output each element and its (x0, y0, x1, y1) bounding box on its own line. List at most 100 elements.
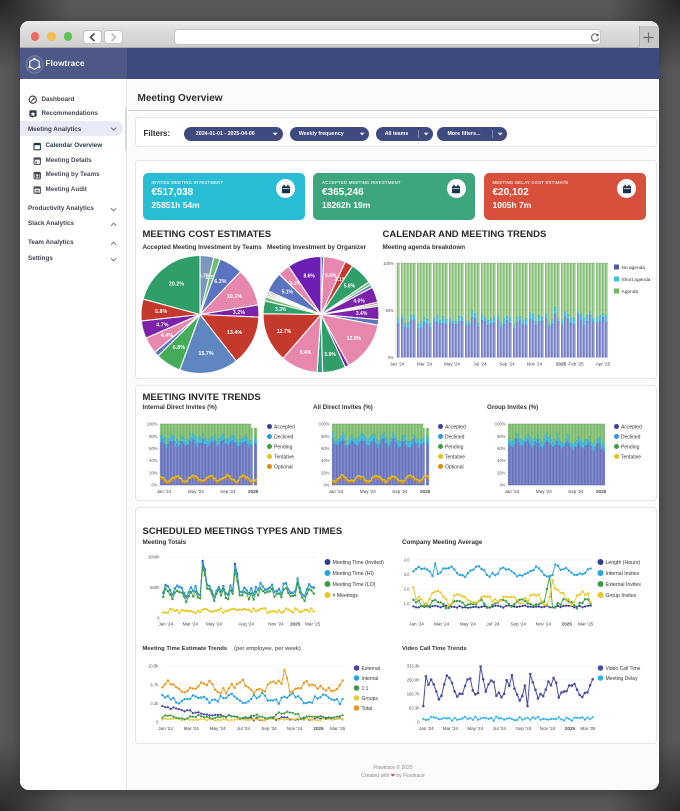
svg-text:333.3h: 333.3h (407, 664, 420, 669)
svg-text:166.7h: 166.7h (407, 692, 420, 697)
svg-text:Jan '24: Jan '24 (419, 726, 434, 731)
svg-text:May '24: May '24 (210, 726, 226, 731)
svg-text:9.4%: 9.4% (299, 350, 311, 356)
svg-text:Mar '24: Mar '24 (183, 622, 199, 627)
svg-text:Groups: Groups (362, 696, 379, 702)
svg-text:15.7%: 15.7% (198, 351, 213, 357)
svg-text:Sep '24: Sep '24 (568, 489, 584, 494)
svg-text:40%: 40% (497, 458, 506, 463)
svg-text:Length (Hours): Length (Hours) (606, 560, 641, 566)
svg-text:0: 0 (157, 616, 160, 621)
svg-text:5.8%: 5.8% (343, 283, 355, 289)
svg-text:Pending: Pending (445, 444, 464, 450)
svg-text:Apr '25: Apr '25 (596, 362, 611, 367)
svg-text:Tentative: Tentative (621, 454, 641, 460)
svg-text:100%: 100% (147, 422, 158, 427)
svg-text:Jan '24: Jan '24 (329, 489, 344, 494)
svg-text:May '24: May '24 (536, 489, 552, 494)
svg-text:100%: 100% (495, 422, 506, 427)
svg-text:4.4%: 4.4% (160, 333, 172, 339)
svg-text:2025: 2025 (556, 362, 567, 367)
svg-text:1.0: 1.0 (404, 601, 410, 606)
svg-text:0%: 0% (323, 483, 329, 488)
svg-text:3.1%: 3.1% (289, 281, 301, 287)
svg-text:Meeting Time (HI): Meeting Time (HI) (333, 571, 374, 577)
svg-text:60%: 60% (149, 446, 158, 451)
svg-text:40%: 40% (321, 458, 330, 463)
svg-text:Sep '24: Sep '24 (510, 622, 526, 627)
svg-text:Jul '24: Jul '24 (493, 726, 507, 731)
svg-text:2025: 2025 (248, 489, 259, 494)
svg-text:Internal Invites: Internal Invites (606, 571, 640, 577)
svg-text:3.0: 3.0 (404, 572, 410, 577)
svg-text:Mar '25: Mar '25 (330, 726, 346, 731)
svg-text:2025: 2025 (596, 489, 607, 494)
svg-text:Sep '24: Sep '24 (392, 489, 408, 494)
svg-text:2025: 2025 (562, 622, 573, 627)
svg-text:Nov '24: Nov '24 (268, 622, 284, 627)
svg-text:12.9%: 12.9% (346, 336, 361, 342)
svg-text:External Invites: External Invites (606, 582, 642, 588)
svg-text:2025: 2025 (420, 489, 431, 494)
svg-text:Sep '24: Sep '24 (516, 726, 532, 731)
svg-text:May '24: May '24 (460, 622, 476, 627)
svg-text:Nov '24: Nov '24 (527, 362, 543, 367)
svg-text:May '24: May '24 (206, 622, 222, 627)
svg-text:2025: 2025 (313, 726, 324, 731)
svg-text:60%: 60% (497, 446, 506, 451)
svg-text:Nov '24: Nov '24 (540, 726, 556, 731)
svg-text:50%: 50% (385, 308, 394, 313)
svg-text:Short agenda: Short agenda (622, 277, 651, 283)
svg-text:Nov '24: Nov '24 (287, 726, 303, 731)
svg-text:External: External (362, 666, 380, 672)
svg-text:40%: 40% (149, 458, 158, 463)
svg-text:4.0%: 4.0% (353, 298, 365, 304)
svg-text:100%: 100% (319, 422, 330, 427)
svg-text:4.7%: 4.7% (156, 322, 168, 328)
svg-text:1:1: 1:1 (362, 686, 369, 692)
svg-text:5.9%: 5.9% (324, 352, 336, 358)
svg-text:0: 0 (417, 720, 420, 725)
svg-text:8.6%: 8.6% (303, 274, 315, 280)
svg-text:0%: 0% (499, 483, 505, 488)
svg-text:May '24: May '24 (444, 362, 460, 367)
svg-text:6.7h: 6.7h (150, 682, 159, 687)
svg-text:250.0h: 250.0h (407, 678, 420, 683)
svg-text:6.8%: 6.8% (172, 345, 184, 351)
svg-text:20.2%: 20.2% (168, 281, 183, 287)
svg-text:Meeting Time (LO): Meeting Time (LO) (333, 582, 376, 588)
svg-text:10.1%: 10.1% (226, 294, 241, 300)
svg-text:Tentative: Tentative (445, 454, 465, 460)
svg-text:Internal: Internal (362, 676, 379, 682)
svg-text:4.0: 4.0 (404, 558, 410, 563)
svg-text:Accepted: Accepted (274, 424, 295, 430)
svg-text:20%: 20% (321, 470, 330, 475)
svg-text:Nov '24: Nov '24 (536, 622, 552, 627)
svg-text:80%: 80% (149, 434, 158, 439)
svg-text:Jul '24: Jul '24 (473, 362, 487, 367)
svg-text:Pending: Pending (274, 444, 293, 450)
svg-text:5.8%: 5.8% (155, 309, 167, 315)
svg-text:0%: 0% (388, 355, 394, 360)
svg-text:20%: 20% (497, 470, 506, 475)
svg-text:1000h: 1000h (148, 555, 160, 560)
svg-text:1.7%: 1.7% (205, 275, 217, 281)
svg-text:Sep '24: Sep '24 (499, 362, 515, 367)
svg-text:2025: 2025 (565, 726, 576, 731)
svg-text:2025: 2025 (290, 622, 301, 627)
svg-text:3.4%: 3.4% (355, 311, 367, 317)
svg-text:0%: 0% (151, 483, 157, 488)
svg-text:Declined: Declined (621, 434, 641, 440)
svg-text:Aug '24: Aug '24 (238, 622, 254, 627)
svg-text:83.3h: 83.3h (409, 706, 420, 711)
svg-text:100%: 100% (383, 261, 394, 266)
svg-text:Agenda: Agenda (622, 289, 639, 295)
svg-text:Jan '24: Jan '24 (505, 489, 520, 494)
svg-text:Tentative: Tentative (274, 454, 294, 460)
svg-text:Declined: Declined (445, 434, 465, 440)
svg-text:May '24: May '24 (188, 489, 204, 494)
svg-text:3.7%: 3.7% (198, 274, 210, 280)
svg-text:3.3h: 3.3h (150, 701, 159, 706)
svg-text:80%: 80% (321, 434, 330, 439)
svg-text:# Meetings: # Meetings (333, 593, 359, 599)
